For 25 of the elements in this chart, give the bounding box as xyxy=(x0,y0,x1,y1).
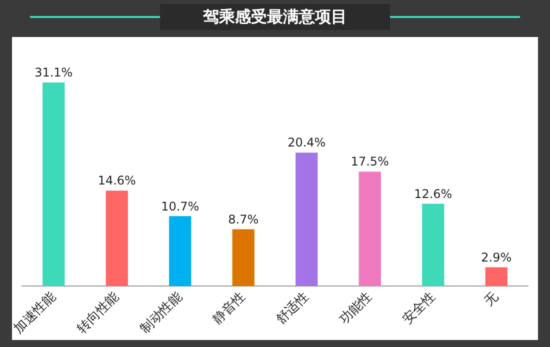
data-label: 2.9% xyxy=(481,250,512,264)
x-tick-label: 加速性能 xyxy=(11,289,59,337)
bar xyxy=(232,229,254,286)
data-label: 17.5% xyxy=(350,154,389,169)
x-tick-label: 安全性 xyxy=(399,288,438,328)
x-tick-label: 制动性能 xyxy=(138,289,186,337)
data-label: 12.6% xyxy=(414,186,452,201)
data-label: 8.7% xyxy=(228,212,259,226)
bar xyxy=(358,172,381,286)
x-tick-label: 转向性能 xyxy=(74,289,122,337)
bar xyxy=(296,152,318,286)
x-tick-label: 功能性 xyxy=(336,289,376,328)
x-tick-label: 无 xyxy=(482,289,502,310)
bar xyxy=(106,190,128,286)
bar xyxy=(169,216,192,286)
data-label: 20.4% xyxy=(288,136,326,150)
chart-title: 驾乘感受最满意项目 xyxy=(160,4,390,30)
data-label: 10.7% xyxy=(161,199,200,214)
x-tick-label: 静音性 xyxy=(210,289,249,328)
bar xyxy=(485,267,508,286)
x-tick-label: 舒适性 xyxy=(274,289,312,328)
bar xyxy=(422,204,444,286)
data-label: 31.1% xyxy=(34,66,73,80)
bar xyxy=(42,82,65,286)
data-label: 14.6% xyxy=(98,174,136,188)
